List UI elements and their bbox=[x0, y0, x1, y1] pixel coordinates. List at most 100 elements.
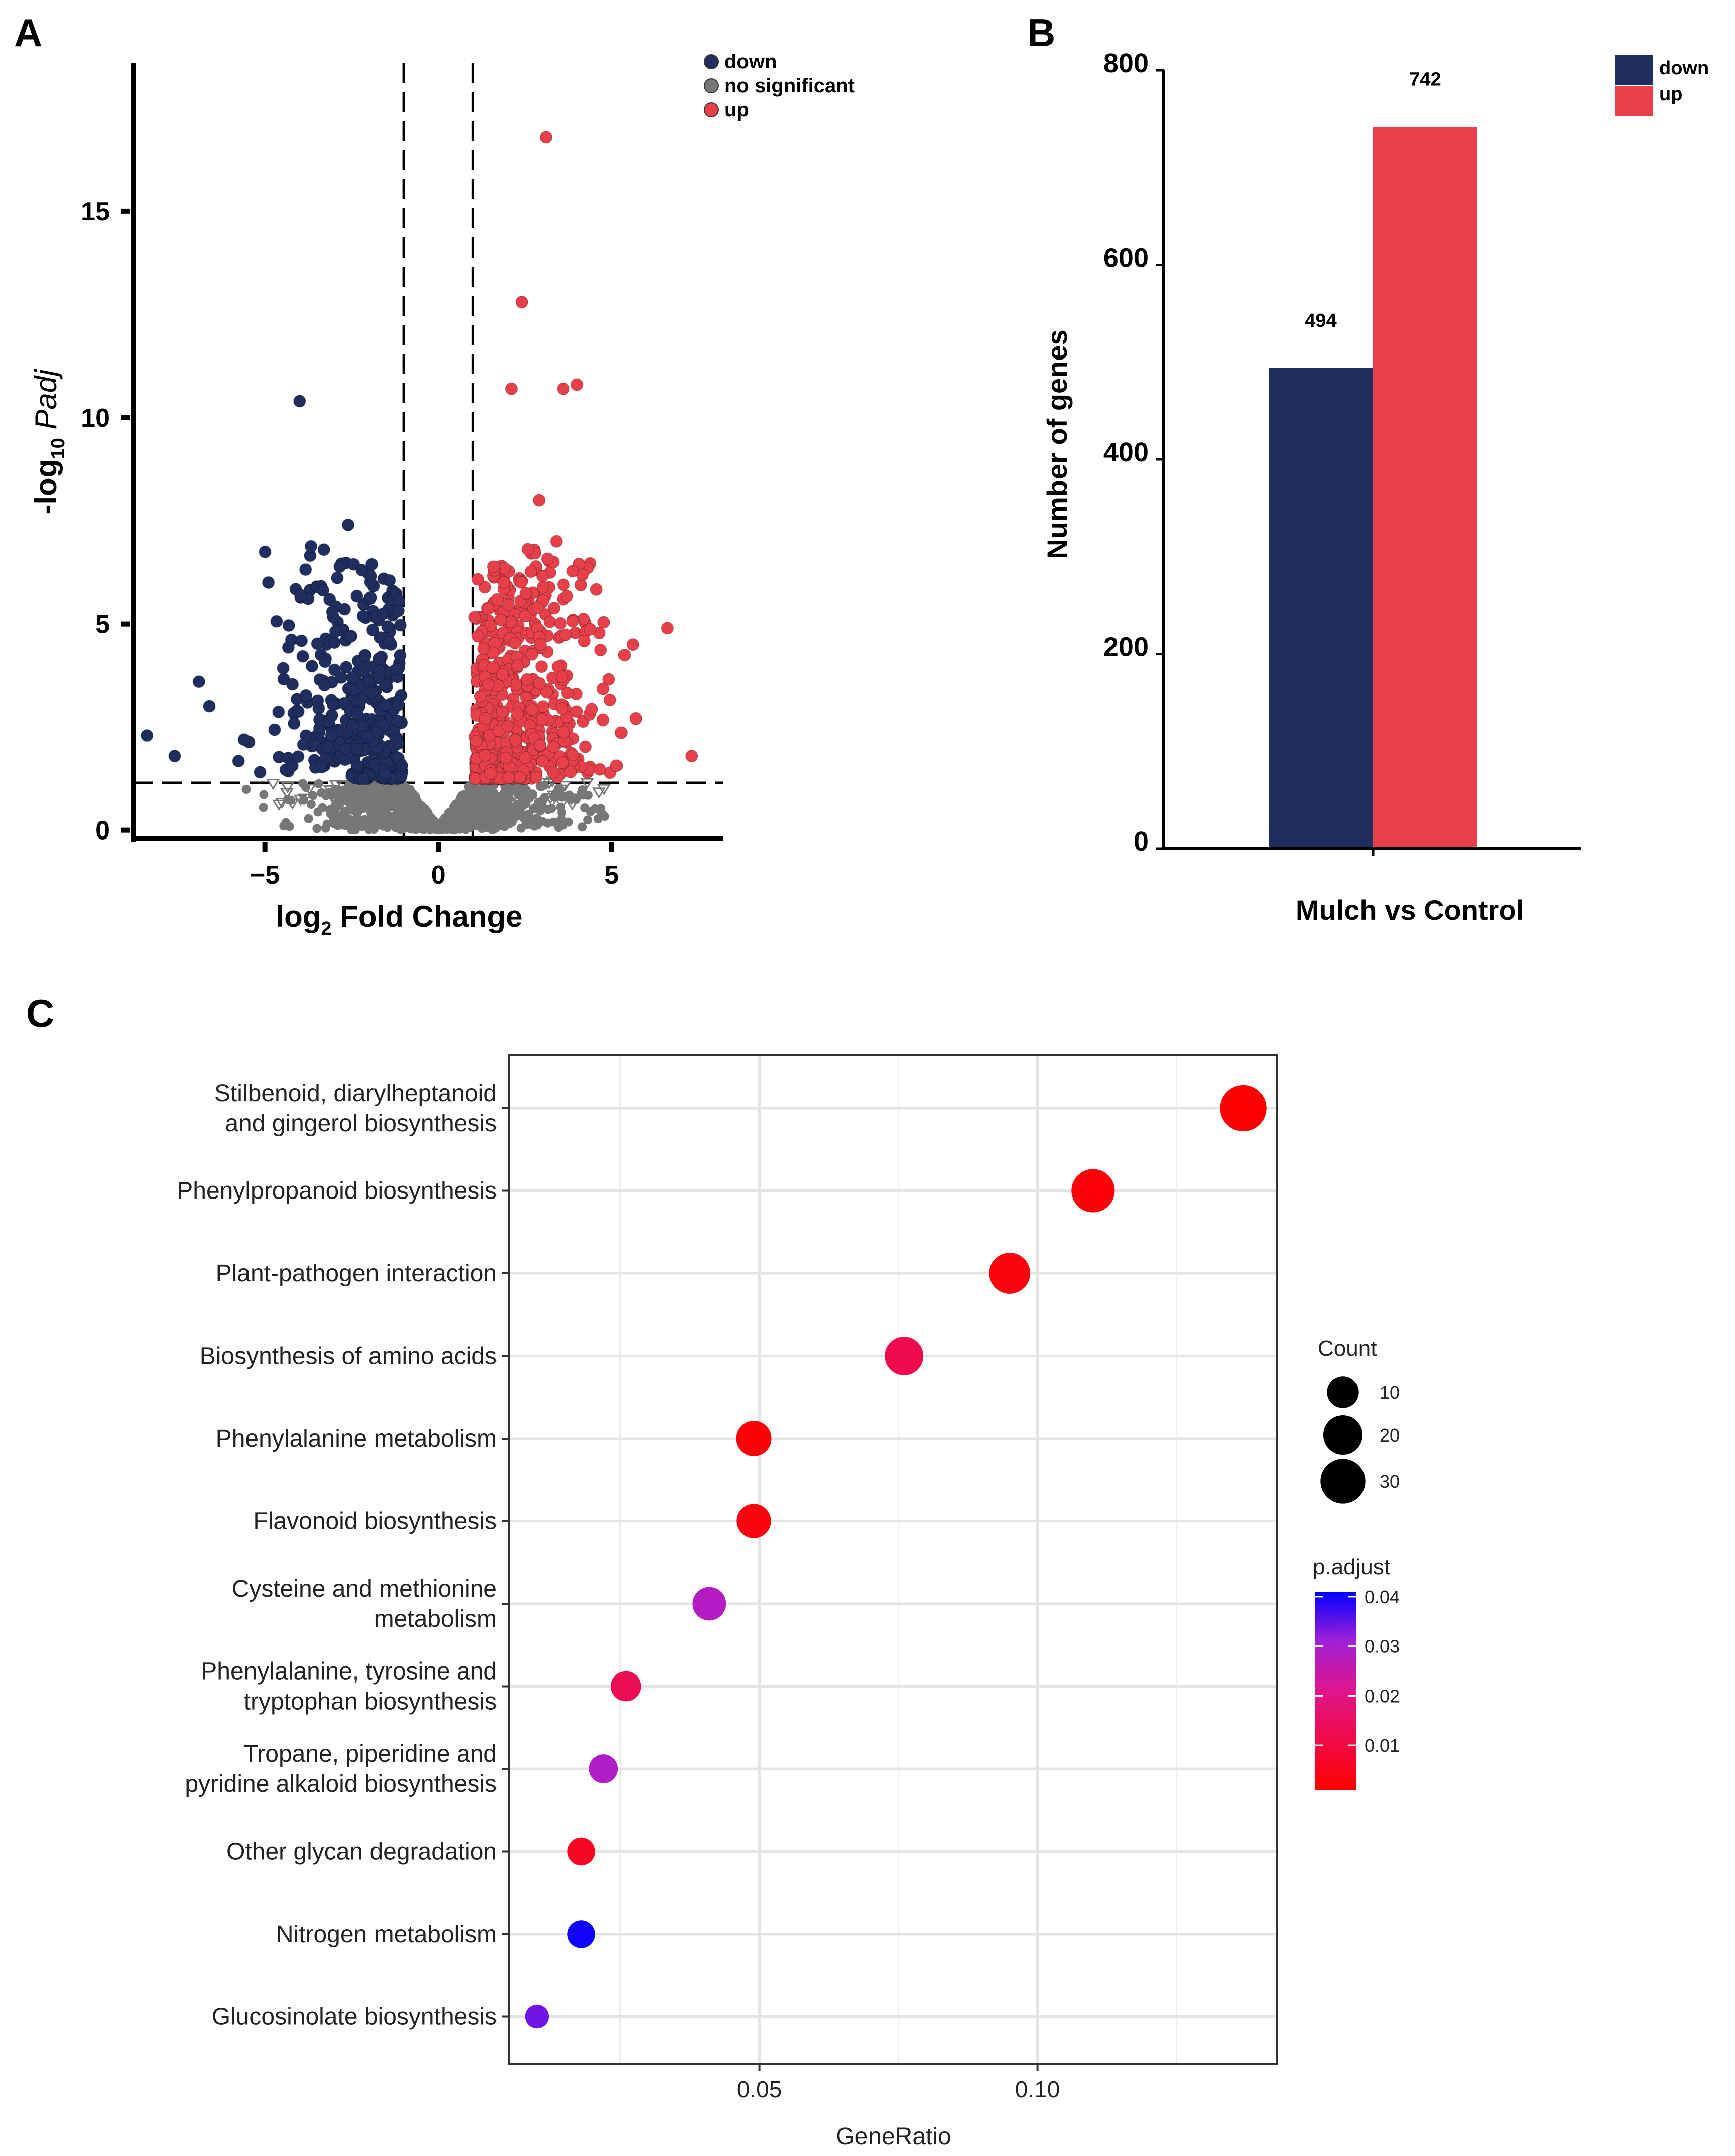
ns-point bbox=[489, 819, 499, 829]
down-point bbox=[304, 540, 318, 553]
down-point bbox=[339, 743, 352, 756]
down-point bbox=[311, 694, 324, 707]
ns-triangle bbox=[327, 788, 341, 800]
bar-y-tick-label: 400 bbox=[1103, 437, 1149, 467]
dotplot-panel: C Stilbenoid, diarylheptanoid and gingero… bbox=[26, 991, 1400, 2150]
dot-x-tick-label: 0.10 bbox=[1015, 2076, 1060, 2102]
down-point bbox=[391, 737, 405, 750]
down-point bbox=[268, 723, 281, 736]
down-point bbox=[392, 698, 405, 712]
up-point bbox=[550, 535, 563, 548]
ns-triangle bbox=[275, 798, 289, 809]
term-label: tryptophan biosynthesis bbox=[244, 1689, 497, 1715]
down-point bbox=[254, 766, 267, 779]
down-point bbox=[262, 576, 275, 589]
bar-legend-down-label: down bbox=[1659, 58, 1709, 79]
up-point bbox=[578, 634, 591, 648]
ns-point bbox=[241, 785, 251, 794]
up-point bbox=[533, 739, 547, 752]
up-point bbox=[618, 648, 631, 662]
bar-y-tick-label: 800 bbox=[1103, 48, 1149, 78]
up-point bbox=[490, 593, 504, 607]
up-point bbox=[505, 382, 518, 395]
term-label: Phenylalanine metabolism bbox=[216, 1425, 497, 1452]
up-point bbox=[502, 771, 515, 784]
down-point bbox=[383, 635, 396, 648]
volcano-y-tick-label: 15 bbox=[81, 197, 110, 226]
down-point bbox=[237, 733, 251, 746]
ns-point bbox=[449, 813, 459, 822]
term-point bbox=[1071, 1169, 1115, 1213]
ns-triangle bbox=[546, 790, 560, 802]
up-point bbox=[566, 564, 579, 578]
volcano-y-axis-title: -log10 Padj bbox=[29, 369, 69, 515]
ns-triangle bbox=[266, 778, 280, 790]
down-point bbox=[286, 678, 299, 691]
ns-triangle bbox=[565, 799, 579, 811]
up-point bbox=[661, 622, 674, 635]
volcano-x-tick-label: 5 bbox=[604, 861, 619, 890]
up-point bbox=[502, 598, 515, 612]
down-point bbox=[346, 683, 359, 696]
up-point bbox=[511, 659, 524, 672]
ns-point bbox=[373, 794, 382, 803]
term-label: Phenylalanine, tyrosine and bbox=[201, 1658, 497, 1685]
ns-point bbox=[386, 813, 396, 822]
up-point bbox=[593, 763, 606, 776]
down-point bbox=[333, 560, 346, 573]
ns-triangle bbox=[350, 794, 364, 806]
term-label: Plant-pathogen interaction bbox=[216, 1260, 497, 1287]
down-point bbox=[350, 589, 363, 603]
count-legend-label: 30 bbox=[1380, 1471, 1400, 1492]
up-point bbox=[536, 700, 550, 713]
down-point bbox=[394, 649, 407, 662]
term-point bbox=[692, 1587, 726, 1621]
term-label: metabolism bbox=[374, 1606, 497, 1632]
ns-point bbox=[580, 803, 590, 813]
up-point bbox=[495, 668, 509, 681]
down-point bbox=[358, 649, 371, 662]
down-point bbox=[192, 675, 206, 688]
bar-y-axis-title: Number of genes bbox=[1041, 329, 1073, 559]
ns-point bbox=[507, 803, 516, 812]
up-point bbox=[521, 543, 534, 556]
up-point bbox=[519, 609, 532, 623]
dotplot-axes: 0.05 0.10 bbox=[502, 1054, 1278, 2102]
up-point bbox=[533, 677, 546, 690]
ns-triangle bbox=[558, 781, 572, 792]
term-label: Other glycan degradation bbox=[226, 1839, 497, 1865]
down-point bbox=[350, 743, 363, 756]
count-legend-label: 10 bbox=[1380, 1382, 1400, 1403]
volcano-x-tick-label: −5 bbox=[250, 861, 280, 890]
volcano-y-tick-label: 0 bbox=[95, 816, 110, 846]
up-point bbox=[547, 740, 560, 753]
bar-legend-down-swatch bbox=[1615, 55, 1653, 85]
ns-point bbox=[420, 806, 430, 816]
term-label: Phenylpropanoid biosynthesis bbox=[177, 1178, 497, 1205]
down-point bbox=[293, 395, 306, 408]
ns-triangle bbox=[302, 784, 317, 795]
ns-triangle bbox=[328, 797, 342, 809]
term-label: Flavonoid biosynthesis bbox=[253, 1508, 497, 1535]
dot-panel-border bbox=[508, 1054, 1278, 2065]
down-point bbox=[364, 570, 377, 583]
ns-point bbox=[578, 790, 588, 800]
bar-x-axis-title: Mulch vs Control bbox=[1296, 894, 1524, 926]
dotplot-x-axis-title: GeneRatio bbox=[836, 2123, 951, 2150]
bar-value-label-down: 494 bbox=[1305, 310, 1336, 331]
up-point bbox=[579, 740, 592, 753]
up-point bbox=[626, 638, 640, 651]
down-point bbox=[390, 662, 403, 676]
volcano-y-tick-label: 5 bbox=[95, 610, 110, 639]
ns-point bbox=[535, 806, 545, 816]
term-point bbox=[736, 1421, 772, 1456]
up-point bbox=[594, 643, 607, 657]
up-point bbox=[560, 589, 573, 603]
ns-point bbox=[472, 809, 481, 818]
down-point bbox=[355, 564, 368, 577]
padjust-ticks: 0.01 0.02 0.03 0.04 bbox=[1315, 1587, 1400, 1756]
volcano-ns-points bbox=[241, 776, 611, 835]
up-point bbox=[494, 613, 508, 627]
panel-label-c: C bbox=[26, 991, 54, 1035]
term-label: pyridine alkaloid biosynthesis bbox=[185, 1771, 497, 1798]
